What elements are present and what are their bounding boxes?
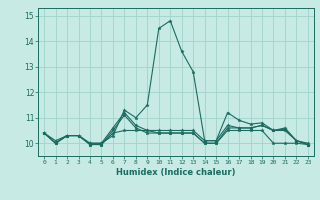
X-axis label: Humidex (Indice chaleur): Humidex (Indice chaleur) [116, 168, 236, 177]
